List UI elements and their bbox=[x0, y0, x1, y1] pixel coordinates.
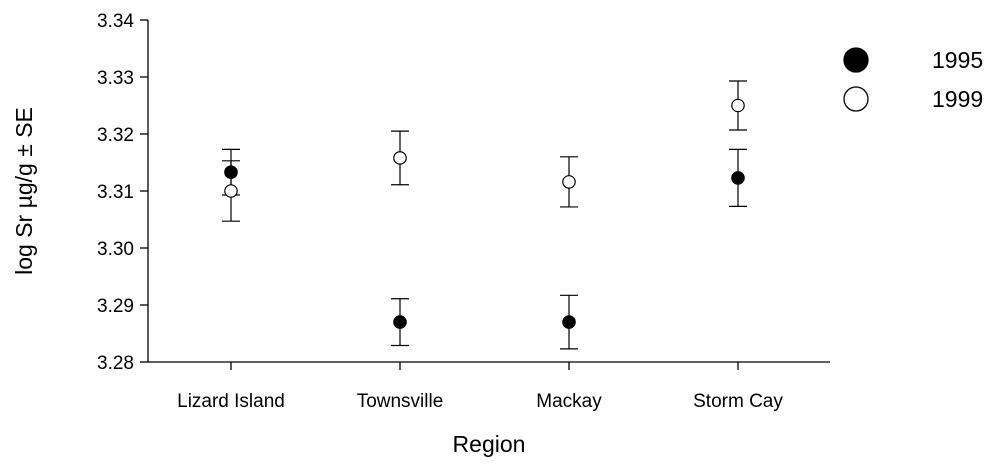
legend-marker bbox=[843, 86, 869, 112]
y-tick-label: 3.30 bbox=[97, 239, 134, 260]
data-point-1995 bbox=[731, 171, 745, 185]
legend: 1995 1999 bbox=[843, 47, 983, 112]
y-tick-label: 3.29 bbox=[97, 296, 134, 317]
data-point-1999 bbox=[731, 98, 745, 113]
legend-marker bbox=[843, 47, 869, 73]
data-point-1995 bbox=[393, 315, 407, 329]
axes bbox=[147, 20, 830, 363]
y-ticks: 3.28 3.29 3.30 3.31 3.32 3.33 3.34 bbox=[97, 11, 148, 374]
data-point-1999 bbox=[562, 175, 576, 189]
y-tick-label: 3.28 bbox=[97, 353, 134, 374]
y-tick-label: 3.33 bbox=[97, 68, 134, 89]
data-points bbox=[222, 80, 747, 350]
y-tick-label: 3.31 bbox=[97, 182, 134, 203]
x-tick-label: Mackay bbox=[536, 391, 602, 412]
x-axis-title: Region bbox=[453, 431, 526, 457]
x-tick-label: Townsville bbox=[357, 391, 444, 412]
y-axis-title: log Sr µg/g ± SE bbox=[11, 107, 37, 275]
x-tick-label: Storm Cay bbox=[693, 391, 783, 412]
y-tick-label: 3.32 bbox=[97, 125, 134, 146]
data-point-1995 bbox=[562, 315, 576, 329]
legend-label: 1995 bbox=[932, 47, 983, 73]
data-point-1999 bbox=[224, 184, 238, 198]
x-tick-label: Lizard Island bbox=[177, 391, 285, 412]
x-ticks: Lizard Island Townsville Mackay Storm Cay bbox=[177, 362, 783, 412]
data-point-1999 bbox=[393, 151, 407, 165]
legend-label: 1999 bbox=[932, 86, 983, 112]
y-tick-label: 3.34 bbox=[97, 11, 134, 32]
